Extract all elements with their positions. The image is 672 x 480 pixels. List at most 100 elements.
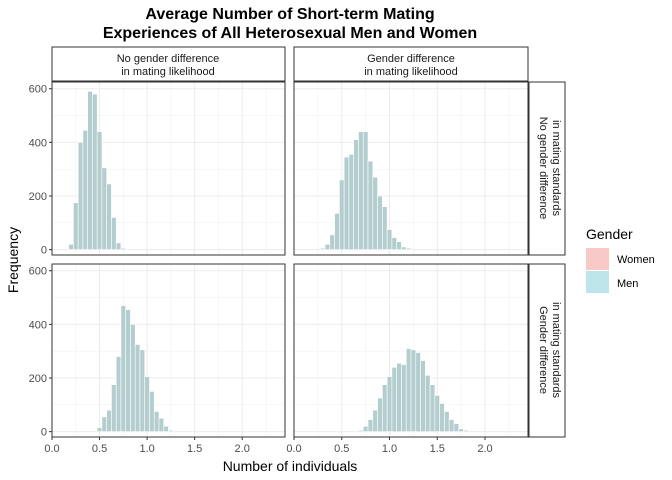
- histogram-bar: [391, 237, 397, 250]
- histogram-bar: [358, 429, 364, 432]
- histogram-bar: [130, 324, 136, 432]
- histogram-bar: [458, 428, 464, 432]
- y-tick-label: 600: [29, 266, 47, 278]
- row-strip-1: Gender difference in mating standards: [528, 263, 566, 438]
- x-tick-label: 0.5: [334, 443, 349, 455]
- histogram-bar: [382, 206, 388, 250]
- column-strip-1: Gender difference in mating likelihood: [293, 46, 529, 82]
- histogram-bar: [372, 176, 378, 250]
- histogram-bar: [115, 356, 122, 432]
- histogram-bar: [111, 384, 117, 432]
- y-tick-label: 600: [29, 84, 47, 96]
- histogram-bar: [444, 411, 450, 432]
- chart-title-line-2: Experiences of All Heterosexual Men and …: [103, 25, 477, 42]
- x-tick-label: 0.0: [44, 443, 59, 455]
- y-axis-title: Frequency: [5, 227, 21, 293]
- histogram-bar: [158, 417, 165, 432]
- histogram-bar: [106, 183, 112, 250]
- y-tick-label: 200: [29, 373, 47, 385]
- histogram-bar: [463, 429, 469, 432]
- row-strip-1-line-2: in mating standards: [550, 302, 562, 398]
- histogram-bar: [386, 376, 393, 432]
- histogram-bar: [163, 425, 169, 432]
- x-tick-label: 2.0: [477, 443, 492, 455]
- y-tick-label: 0: [41, 427, 47, 439]
- legend-label-women: Women: [617, 254, 655, 266]
- histogram-bar: [339, 179, 345, 250]
- histogram-bar: [405, 348, 412, 432]
- histogram-bar: [343, 156, 350, 250]
- panel-border: [293, 81, 529, 256]
- histogram-bar: [362, 131, 369, 250]
- panel-r1-c1: 0.0 0.5 1.0 1.5 2.0: [286, 263, 529, 455]
- histogram-bar: [92, 93, 98, 250]
- column-strip-0-line-2: in mating likelihood: [121, 66, 215, 78]
- histogram-bar: [144, 376, 150, 432]
- histogram-bar: [96, 131, 103, 250]
- row-strip-1-line-1: Gender difference: [537, 306, 549, 394]
- row-strip-0-line-2: in mating standards: [550, 120, 562, 216]
- legend-swatch-women: [586, 248, 609, 270]
- histogram-bar: [101, 416, 107, 432]
- x-tick-label: 2.0: [235, 443, 250, 455]
- column-strip-1-line-1: Gender difference: [367, 53, 455, 65]
- histogram-bar: [434, 395, 440, 432]
- histogram-bar: [429, 384, 436, 432]
- histogram-bar: [82, 129, 88, 250]
- histogram-bar: [377, 397, 383, 432]
- x-tick-label: 1.5: [187, 443, 202, 455]
- histogram-bar: [391, 366, 397, 432]
- histogram-bar: [106, 409, 112, 432]
- histogram-bar: [115, 242, 122, 250]
- histogram-bar: [101, 167, 107, 250]
- chart-title-line-1: Average Number of Short-term Mating: [145, 6, 434, 23]
- panel-r0-c1: [293, 81, 529, 256]
- row-strip-0-line-1: No gender difference: [537, 117, 549, 220]
- histogram-bar: [68, 243, 74, 250]
- histogram-bar: [358, 131, 364, 250]
- histogram-bar: [425, 375, 431, 432]
- x-tick-label: 0.0: [286, 443, 301, 455]
- histogram-bar: [401, 246, 407, 250]
- histogram-bar: [420, 360, 426, 432]
- histogram-bar: [353, 139, 359, 250]
- histogram-bar: [324, 243, 331, 250]
- histogram-bar: [120, 305, 127, 432]
- column-strip-1-line-2: in mating likelihood: [364, 66, 458, 78]
- panel-r1-c0: 0 200 400 600 0.0 0.5 1.0 1.5 2.0: [29, 263, 286, 455]
- x-tick-label: 1.5: [430, 443, 445, 455]
- x-tick-label: 1.0: [382, 443, 397, 455]
- histogram-bar: [334, 213, 340, 250]
- y-tick-label: 400: [29, 319, 47, 331]
- histogram-bar: [329, 234, 335, 250]
- histogram-bar: [415, 352, 421, 432]
- histogram-bar: [111, 217, 117, 250]
- histogram-bar: [367, 160, 374, 250]
- histogram-bar: [453, 423, 460, 432]
- panel-r0-c0: 0 200 400 600: [29, 81, 286, 257]
- histogram-bar: [168, 429, 174, 432]
- histogram-bar: [348, 154, 354, 250]
- histogram-bar: [153, 411, 160, 432]
- column-strip-0-line-1: No gender difference: [117, 53, 220, 65]
- x-tick-label: 1.0: [139, 443, 154, 455]
- histogram-bar: [362, 425, 369, 432]
- panel-border: [51, 81, 286, 256]
- panel-background: [294, 82, 528, 255]
- legend: Gender Women Men: [586, 226, 655, 293]
- histogram-bar: [372, 409, 378, 432]
- panel-border: [51, 263, 286, 438]
- histogram-bar: [439, 403, 445, 432]
- histogram-bar: [87, 91, 93, 250]
- histogram-bar: [382, 384, 388, 432]
- histogram-bar: [405, 247, 412, 250]
- histogram-bar: [319, 247, 326, 250]
- legend-title: Gender: [586, 226, 633, 242]
- histogram-bar: [386, 229, 393, 250]
- column-strip-0: No gender difference in mating likelihoo…: [51, 46, 286, 82]
- x-tick-label: 0.5: [92, 443, 107, 455]
- histogram-bar: [396, 362, 402, 432]
- y-tick-label: 0: [41, 245, 47, 257]
